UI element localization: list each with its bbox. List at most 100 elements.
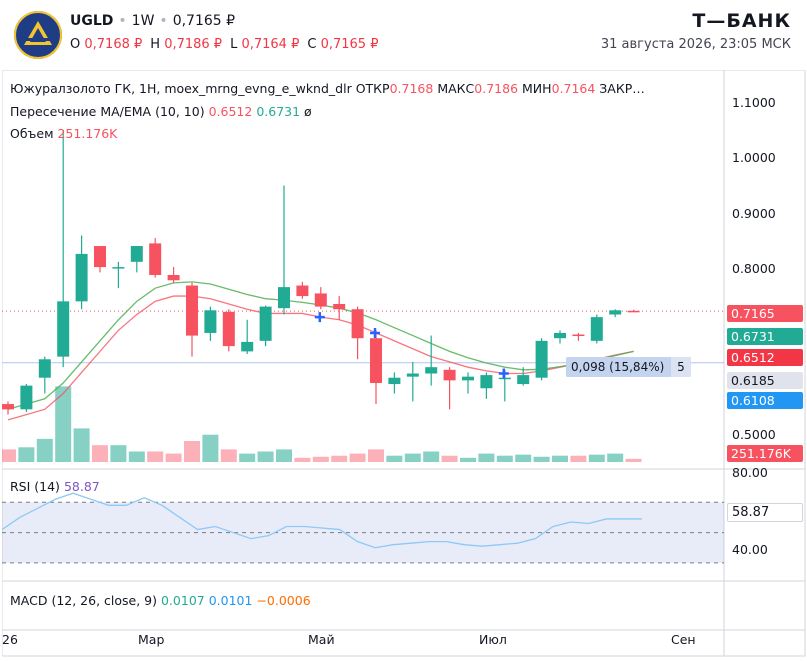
volume-bar [110,445,127,462]
cross-marker [370,327,380,338]
volume-bar [36,438,53,462]
ohlc-low-value: 0,7164 ₽ [241,37,300,52]
legend-ma[interactable]: Пересечение MA/EMA (10, 10) 0.6512 0.673… [10,104,312,119]
volume-tag: 251.176K [727,445,803,462]
volume-bar [515,454,532,462]
candle-body [57,301,70,357]
candle-body [333,303,346,310]
legend-high-value: 0.7186 [474,81,519,96]
volume-bar [552,455,568,462]
volume-bar [331,455,348,462]
rsi-line [1,492,642,549]
volume-bar [496,455,513,462]
volume-bar [165,453,182,462]
cross-marker [314,312,325,323]
ema-price-tag: 0.6731 [727,328,803,345]
candle-body [535,340,548,378]
macd-hist-value: −0.0006 [256,593,311,608]
ohlc-low-label: L [230,37,238,52]
candle-body [554,332,566,339]
volume-bar [73,428,90,462]
volume-bar [312,456,329,462]
legend-volume[interactable]: Объем 251.176K [10,126,117,141]
candle-body [572,334,585,337]
volume-bar [607,453,624,462]
volume-bar [220,449,237,462]
volume-bar [460,457,476,462]
ma-price-tag: 0.6512 [727,349,803,366]
legend-main: Южуралзолото ГК, 1Н, moex_mrng_evng_e_wk… [10,81,645,96]
volume-bar [404,453,421,462]
last-price: 0,7165 ₽ [172,13,236,29]
measure-top-tag: 0.6185 [727,372,803,389]
volume-value: 251.176K [57,126,118,141]
ohlc-close-label: C [307,37,317,52]
candle-body [590,317,603,341]
candle-body [480,375,493,389]
volume-bar [18,447,35,462]
time-tick: Сен [671,632,696,647]
time-tick: 26 [2,632,18,647]
symbol-line: UGLD • 1W • 0,7165 ₽ [70,13,236,29]
candle-body [167,275,180,281]
rsi-value: 58.87 [63,479,100,494]
volume-bar [184,441,200,462]
ohlc-close-value: 0,7165 ₽ [320,37,379,52]
price-tick: 1.1000 [732,95,776,110]
volume-bar [423,451,440,462]
last-price-tag: 0.7165 [727,305,803,322]
candle-body [222,311,235,347]
legend-open-label: ОТКР [355,81,390,96]
candle-body [370,338,382,383]
chart-frame[interactable]: Южуралзолото ГК, 1Н, moex_mrng_evng_e_wk… [0,69,806,657]
candle-body [388,377,401,385]
volume-bar [257,451,274,462]
volume-bar [588,454,605,462]
interval-label[interactable]: 1W [131,13,155,29]
price-tick: 0.8000 [732,261,776,276]
candle-body [241,341,254,352]
candle-body [20,385,33,410]
volume-bar [128,451,145,462]
legend-low-label: МИН [522,81,552,96]
volume-bar [533,456,550,462]
chart-header: UGLD • 1W • 0,7165 ₽ O 0,7168 ₽ H 0,7186 ₽ L 0… [0,0,807,70]
legend-low-value: 0.7164 [551,81,596,96]
candle-body [314,293,327,307]
candle-body [112,267,125,269]
measure-bottom-tag: 0.6108 [727,392,803,409]
chart-canvas[interactable] [0,69,806,657]
rsi-tick: 80.00 [732,465,768,480]
time-tick: Июл [479,632,507,647]
candle-body [443,369,456,381]
ma-value: 0.6512 [208,104,253,119]
volume-bar [441,455,458,462]
price-tick: 0.9000 [732,206,776,221]
ohlc-open-label: O [70,37,81,52]
legend-rsi[interactable]: RSI (14) 58.87 [10,479,100,494]
rsi-tag: 58.87 [727,503,803,522]
macd-value: 0.0107 [160,593,205,608]
candle-body [462,376,474,381]
candle-body [130,246,143,262]
legend-high-label: МАКС [437,81,475,96]
ohlc-open-value: 0,7168 ₽ [84,37,143,52]
volume-bar [368,449,384,462]
legend-title[interactable]: Южуралзолото ГК, 1Н, moex_mrng_evng_e_wk… [10,81,352,96]
snapshot-datetime: 31 августа 2026, 23:05 МСК [600,37,791,52]
ticker-symbol[interactable]: UGLD [70,13,114,29]
macd-label: MACD (12, 26, close, 9) [10,593,157,608]
ohlc-line: O 0,7168 ₽ H 0,7186 ₽ L 0,7164 ₽ C 0,7165 ₽ [70,37,386,52]
legend-open-value: 0.7168 [389,81,434,96]
rsi-tick: 40.00 [732,542,768,557]
ema-value: 0.6731 [256,104,301,119]
measure-tooltip[interactable]: 0,098 (15,84%) 5 [566,357,691,377]
ma-label: Пересечение MA/EMA (10, 10) [10,104,205,119]
candle-body [406,373,419,377]
volume-bar [625,458,642,462]
volume-bar [349,453,366,462]
ohlc-high-value: 0,7186 ₽ [164,37,223,52]
legend-macd[interactable]: MACD (12, 26, close, 9) 0.0107 0.0101 −0… [10,593,311,608]
rsi-label: RSI (14) [10,479,60,494]
volume-label: Объем [10,126,54,141]
